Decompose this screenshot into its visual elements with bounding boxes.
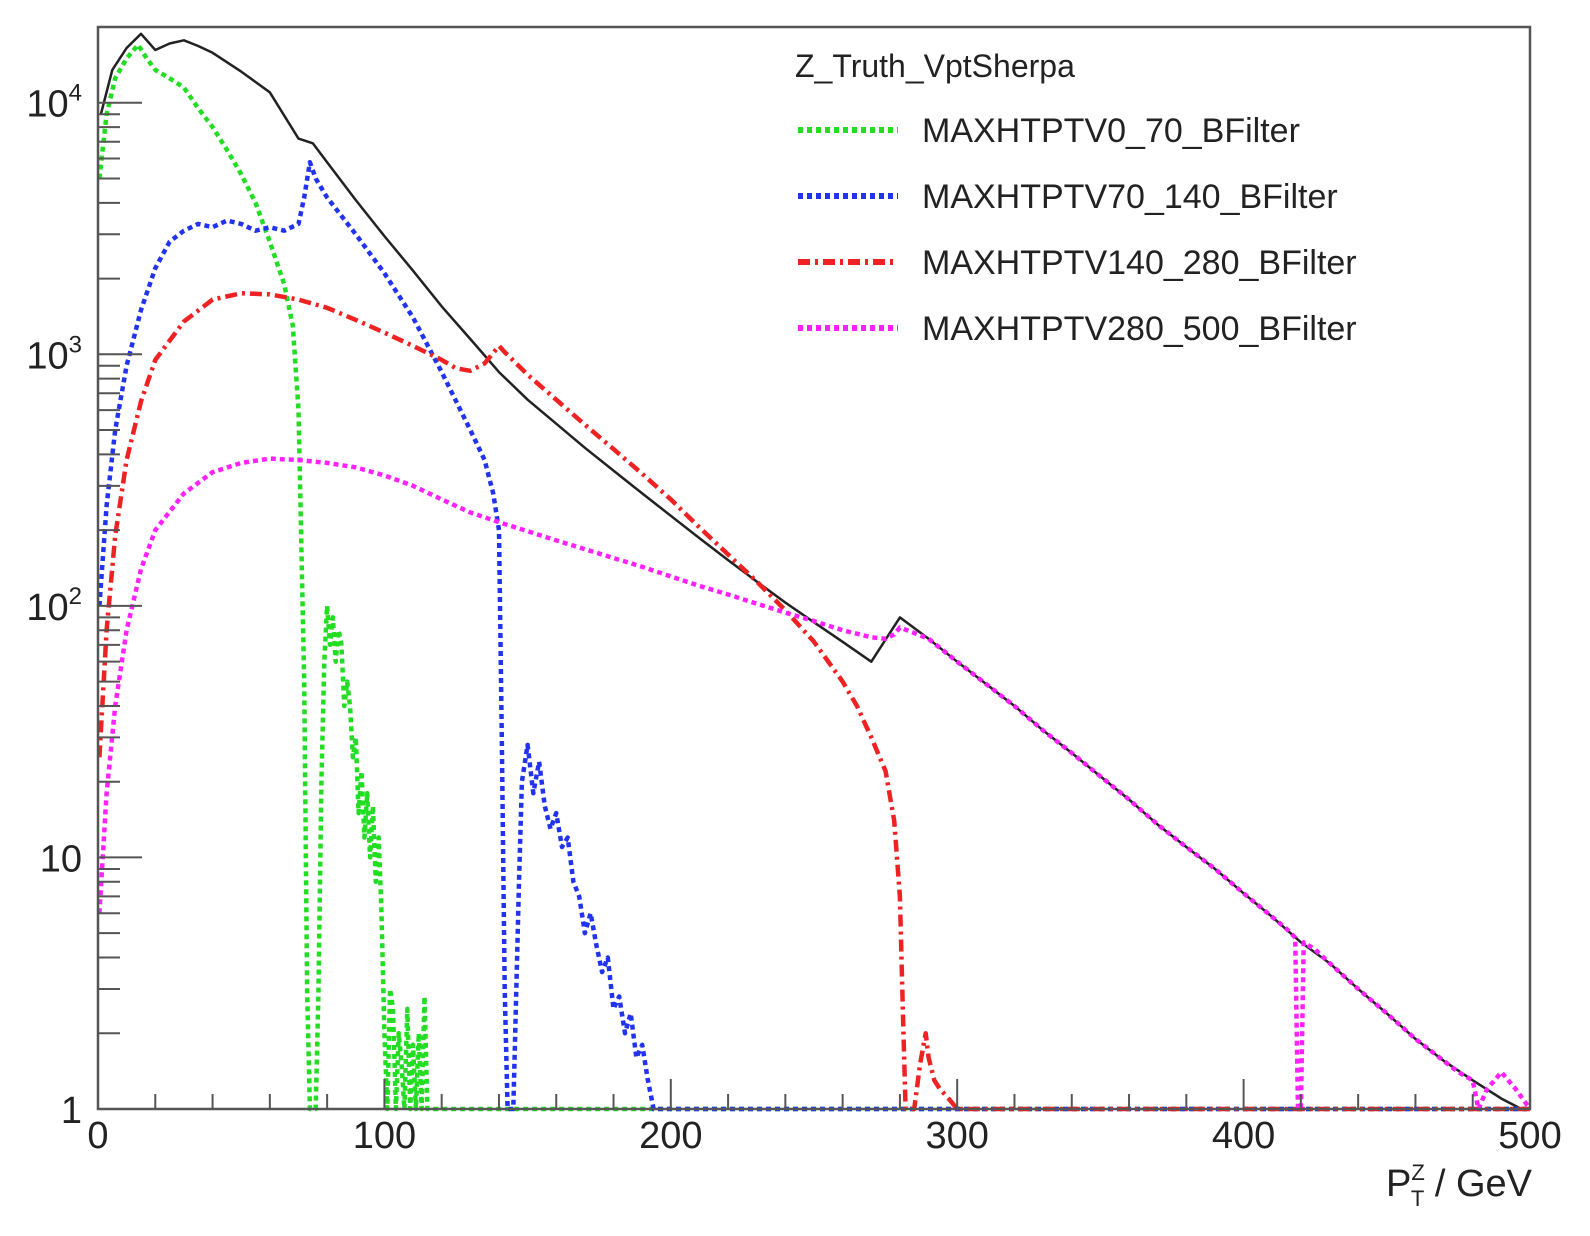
x-tick-label: 500	[1498, 1115, 1561, 1157]
x-axis-title: PZ T / GeV	[1386, 1160, 1533, 1211]
y-tick-label: 10	[40, 838, 82, 880]
series-line-4	[97, 456, 1532, 1112]
legend: Z_Truth_VptSherpa MAXHTPTV0_70_BFilterMA…	[795, 48, 1357, 348]
y-tick-label: 103	[26, 331, 82, 377]
y-tick-label: 1	[61, 1090, 82, 1132]
axis-ticks	[97, 26, 1531, 1110]
series-layer	[97, 32, 1532, 1112]
legend-header: Z_Truth_VptSherpa	[795, 48, 1075, 84]
y-tick-label: 102	[26, 583, 82, 629]
legend-label: MAXHTPTV0_70_BFilter	[922, 112, 1300, 150]
legend-label: MAXHTPTV70_140_BFilter	[922, 178, 1338, 216]
x-tick-label: 400	[1212, 1115, 1275, 1157]
y-tick-label: 104	[26, 80, 82, 126]
x-tick-label: 100	[353, 1115, 416, 1157]
series-line-2	[97, 159, 1530, 1112]
legend-label: MAXHTPTV280_500_BFilter	[922, 310, 1357, 348]
x-tick-label: 0	[87, 1115, 108, 1157]
legend-entries: MAXHTPTV0_70_BFilter MAXHTPTV70_140_BFilt…	[798, 112, 1357, 348]
axis-tick-labels: 0 100 200 300 400 500 1 10 102 103 104	[26, 80, 1561, 1157]
series-line-3	[97, 290, 1530, 1112]
plot-frame	[96, 25, 1532, 1111]
x-tick-label: 200	[639, 1115, 702, 1157]
x-tick-label: 300	[925, 1115, 988, 1157]
legend-label: MAXHTPTV140_280_BFilter	[922, 244, 1357, 282]
